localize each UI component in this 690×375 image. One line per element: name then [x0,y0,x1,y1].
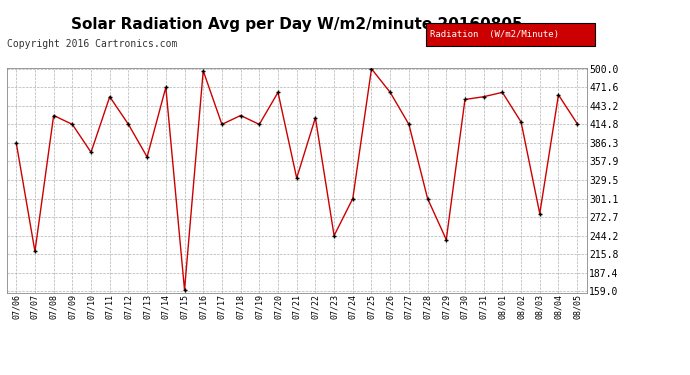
Text: Copyright 2016 Cartronics.com: Copyright 2016 Cartronics.com [7,39,177,50]
Point [67,122,78,128]
Point [273,89,284,95]
Point [123,122,134,128]
Point [291,175,302,181]
Point [160,84,171,90]
Text: Radiation  (W/m2/Minute): Radiation (W/m2/Minute) [430,30,559,39]
Point [460,96,471,102]
Point [217,122,228,128]
Point [347,195,358,201]
Point [104,94,115,100]
Point [441,237,452,243]
Point [11,140,22,146]
Point [404,122,415,128]
Point [422,195,433,201]
Point [86,149,97,155]
Point [328,232,339,238]
Point [497,89,508,95]
Point [534,211,545,217]
Point [384,89,395,95]
Point [141,154,152,160]
Point [48,112,59,118]
Point [235,112,246,118]
Point [30,248,41,254]
Point [198,68,209,74]
Point [366,66,377,72]
Point [478,94,489,100]
Point [571,121,582,127]
Point [310,115,321,121]
Text: Solar Radiation Avg per Day W/m2/minute 20160805: Solar Radiation Avg per Day W/m2/minute … [71,17,522,32]
Point [254,122,265,128]
Point [179,287,190,293]
Point [553,92,564,98]
Point [515,119,526,125]
